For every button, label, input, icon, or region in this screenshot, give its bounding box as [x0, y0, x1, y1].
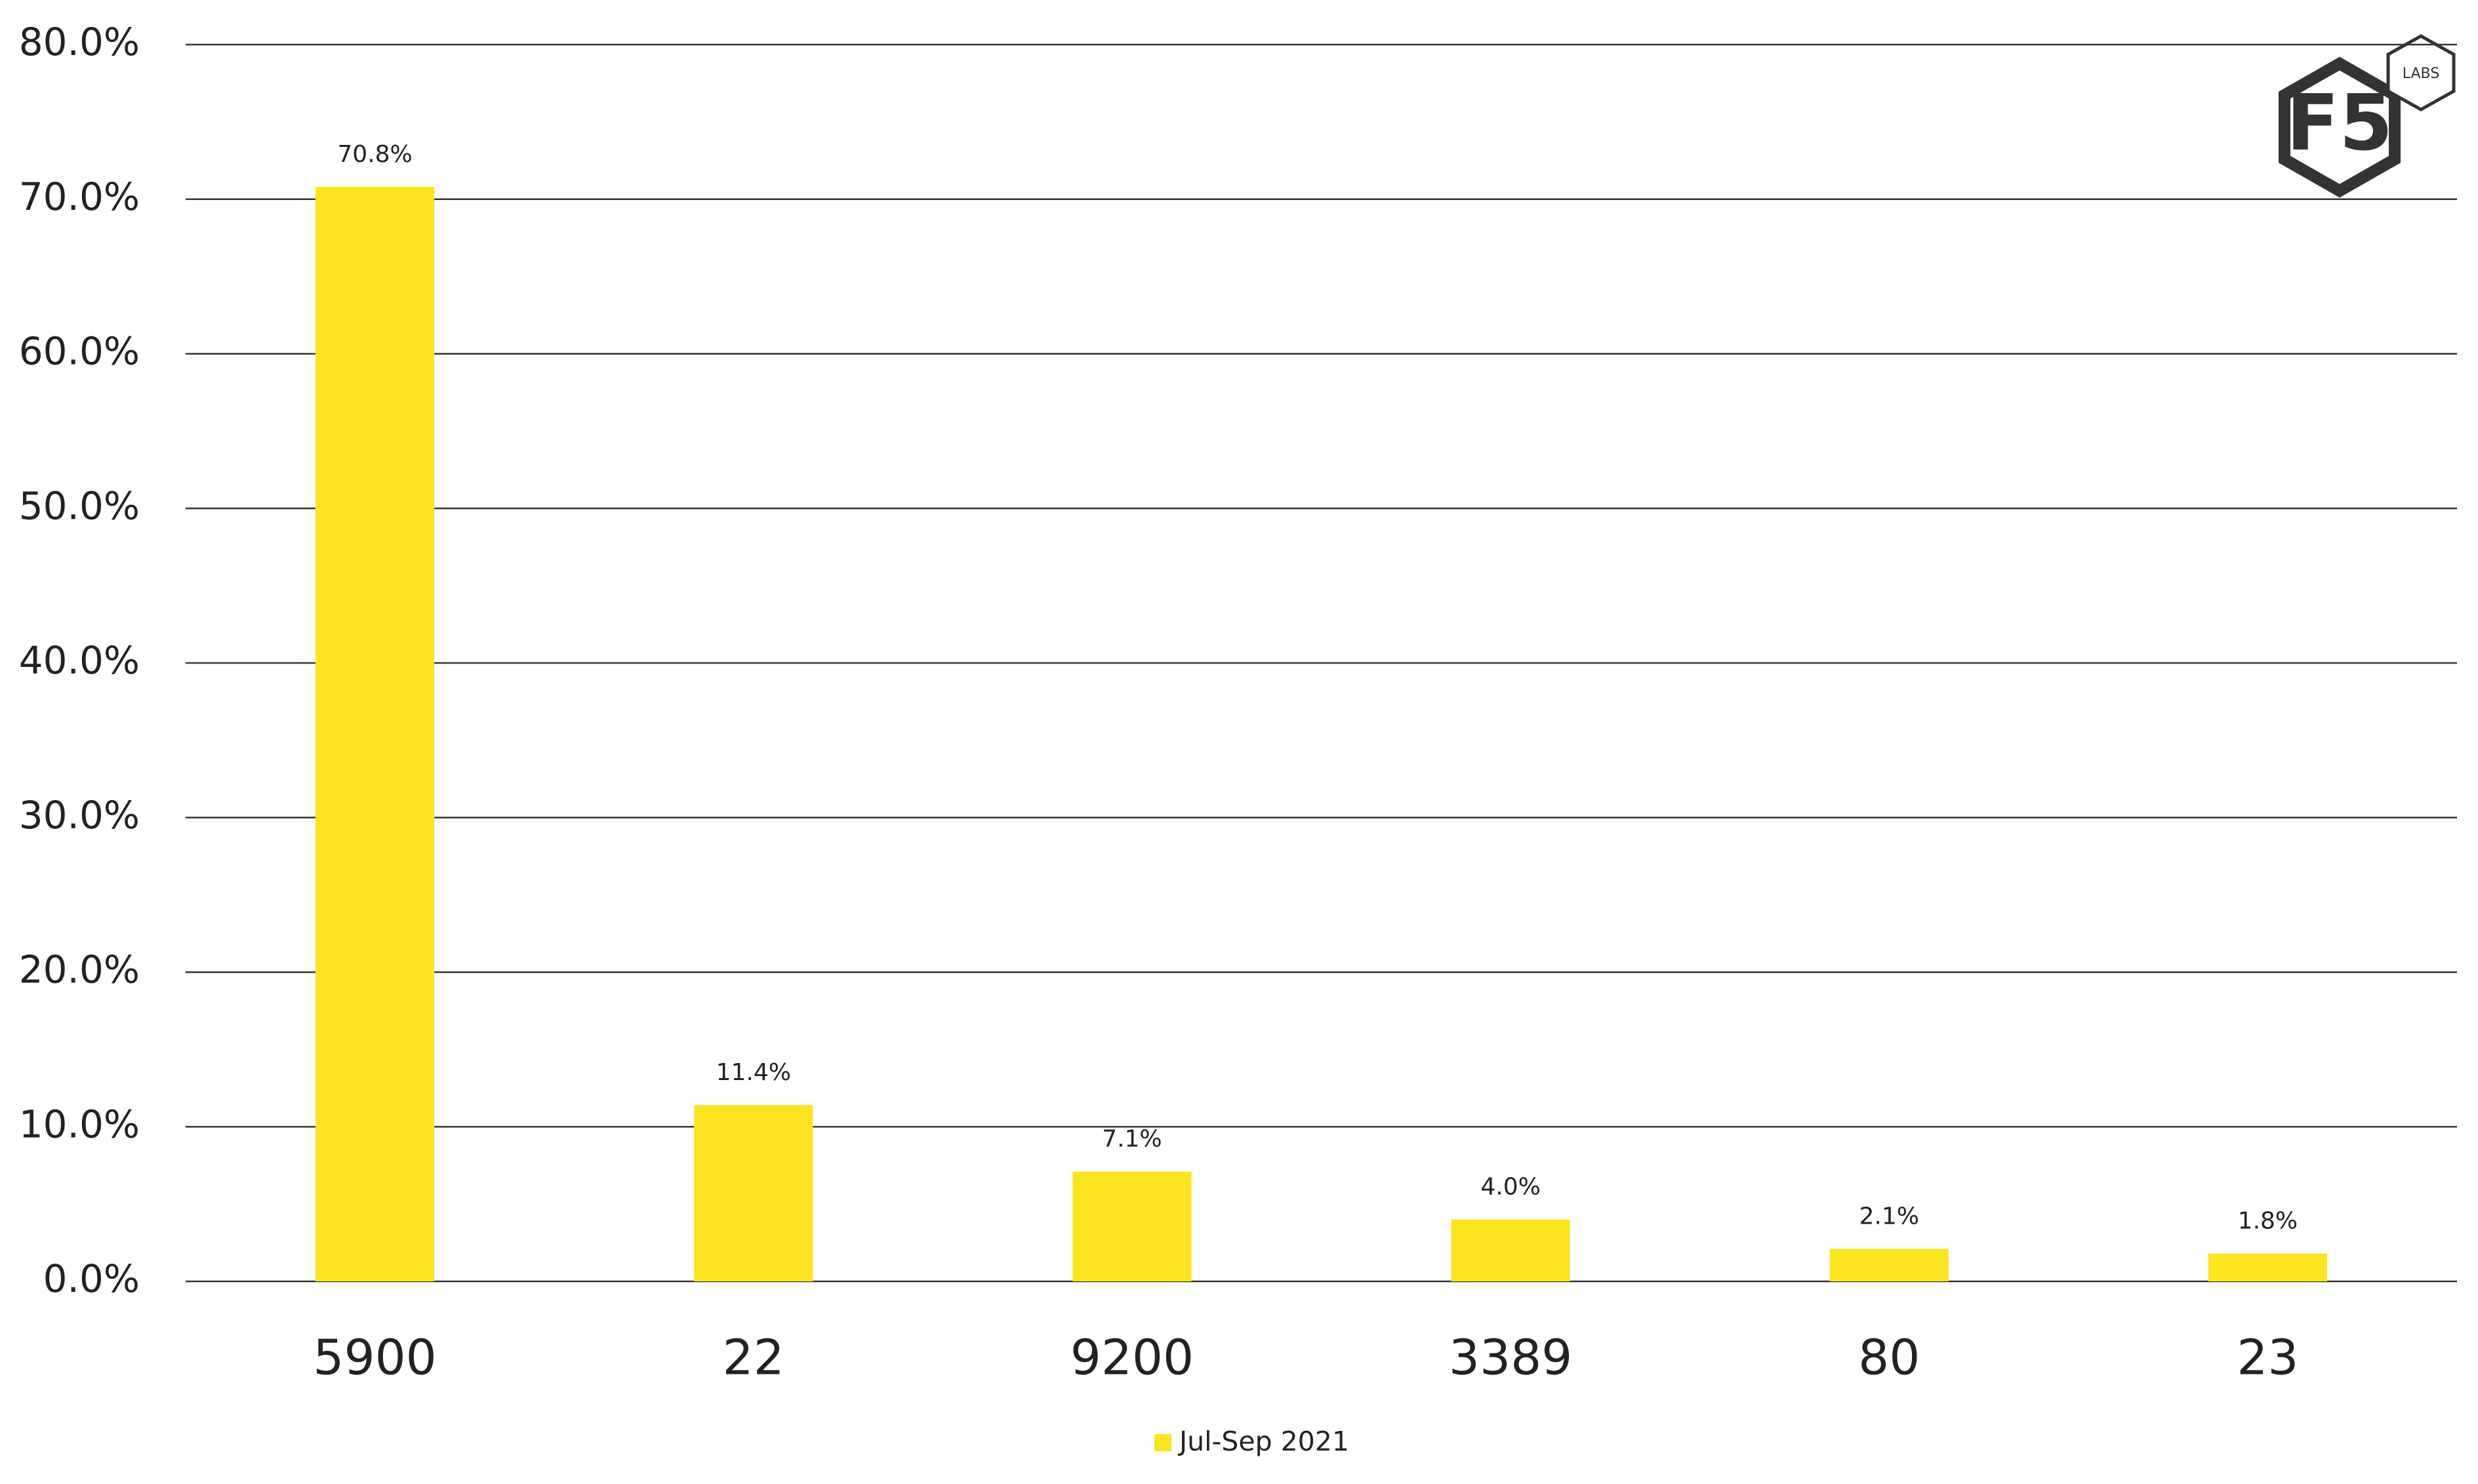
logo-badge	[2386, 34, 2456, 111]
x-tick-label: 5900	[313, 1330, 436, 1386]
data-label: 11.4%	[716, 1059, 791, 1086]
data-label: 7.1%	[1102, 1126, 1162, 1153]
logo: F5 LABS	[2279, 34, 2456, 198]
data-label: 2.1%	[1859, 1203, 1919, 1230]
y-tick-label: 60.0%	[19, 329, 140, 374]
bar	[1072, 1171, 1192, 1281]
bar	[2208, 1253, 2328, 1281]
y-tick-label: 40.0%	[19, 638, 140, 683]
bar	[694, 1105, 813, 1281]
x-tick-label: 9200	[1070, 1330, 1194, 1386]
y-tick-label: 80.0%	[19, 20, 140, 64]
legend-swatch	[1154, 1434, 1171, 1451]
x-tick-label: 3389	[1449, 1330, 1572, 1386]
bar	[1829, 1249, 1949, 1281]
logo-text: F5	[2286, 77, 2393, 168]
x-tick-label: 23	[2237, 1330, 2298, 1386]
bar	[315, 186, 435, 1281]
y-tick-label: 0.0%	[43, 1256, 140, 1301]
logo-badge-text: LABS	[2403, 66, 2439, 82]
legend-label: Jul-Sep 2021	[1177, 1426, 1349, 1457]
y-tick-label: 70.0%	[19, 174, 140, 219]
y-tick-label: 10.0%	[19, 1102, 140, 1146]
y-tick-label: 30.0%	[19, 793, 140, 837]
data-label: 4.0%	[1480, 1174, 1540, 1201]
y-tick-label: 50.0%	[19, 483, 140, 528]
x-tick-label: 80	[1858, 1330, 1920, 1386]
data-label: 70.8%	[337, 141, 412, 168]
data-label: 1.8%	[2238, 1208, 2298, 1235]
x-tick-label: 22	[723, 1330, 784, 1386]
y-tick-label: 20.0%	[19, 948, 140, 992]
bar	[1451, 1219, 1570, 1281]
